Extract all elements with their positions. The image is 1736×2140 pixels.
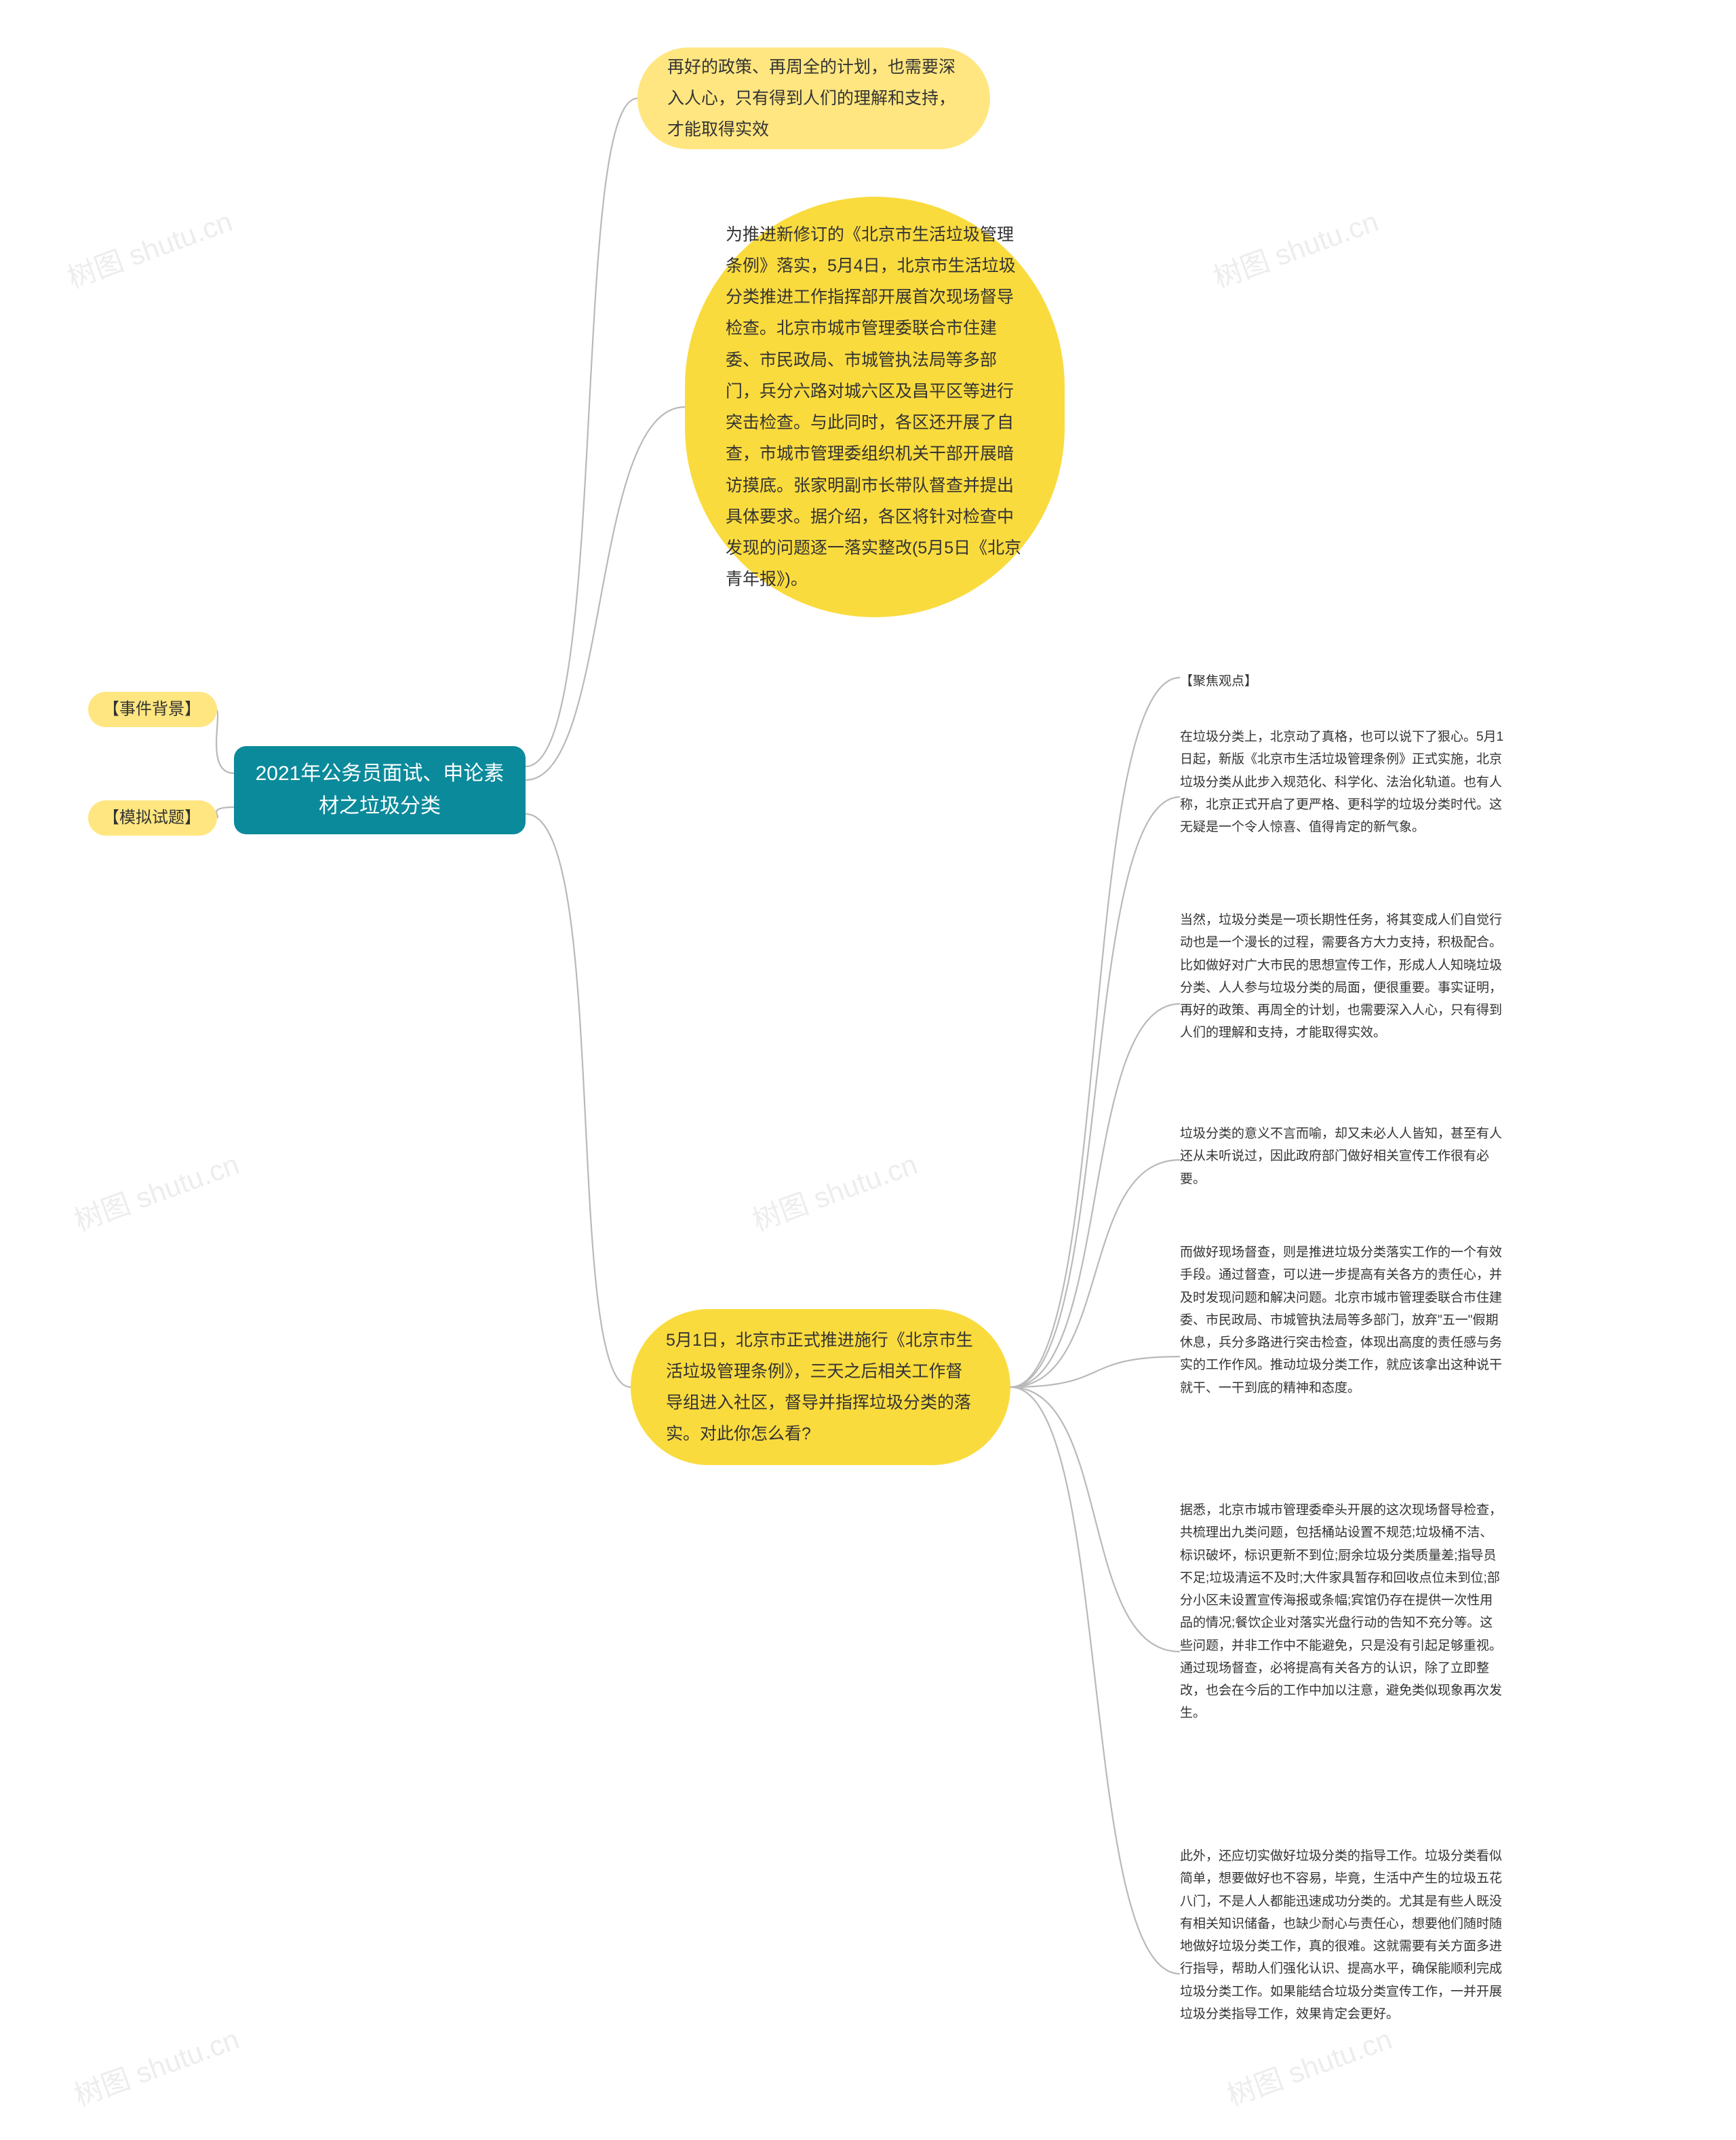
node-policy-deep-needed[interactable]: 再好的政策、再周全的计划，也需要深入人心，只有得到人们的理解和支持，才能取得实效 [637, 47, 990, 149]
edge-root-tagbg [216, 709, 234, 773]
watermark: 树图 shutu.cn [68, 2017, 244, 2114]
watermark: 树图 shutu.cn [1221, 2017, 1397, 2114]
leaf-paragraph-4: 而做好现场督查，则是推进垃圾分类落实工作的一个有效手段。通过督查，可以进一步提高… [1180, 1241, 1505, 1399]
tag-event-background[interactable]: 【事件背景】 [88, 692, 217, 727]
edge-r3-l3 [1010, 1160, 1180, 1387]
watermark: 树图 shutu.cn [1207, 199, 1383, 296]
edge-r3-l6 [1010, 1387, 1180, 1974]
edge-root-r3 [526, 814, 631, 1387]
node-question-text[interactable]: 5月1日，北京市正式推进施行《北京市生活垃圾管理条例》，三天之后相关工作督导组进… [631, 1309, 1010, 1465]
edge-root-r1 [526, 98, 637, 766]
edge-r3-l0 [1010, 678, 1180, 1387]
node-event-detail[interactable]: 为推进新修订的《北京市生活垃圾管理条例》落实，5月4日，北京市生活垃圾分类推进工… [685, 197, 1065, 617]
leaf-paragraph-3: 垃圾分类的意义不言而喻，却又未必人人皆知，甚至有人还从未听说过，因此政府部门做好… [1180, 1123, 1505, 1190]
leaf-paragraph-2: 当然，垃圾分类是一项长期性任务，将其变成人们自觉行动也是一个漫长的过程，需要各方… [1180, 909, 1505, 1045]
edge-r3-l2 [1010, 1004, 1180, 1387]
leaf-paragraph-5: 据悉，北京市城市管理委牵头开展的这次现场督导检查，共梳理出九类问题，包括桶站设置… [1180, 1499, 1505, 1725]
watermark: 树图 shutu.cn [61, 199, 237, 296]
edge-root-tagq [216, 807, 234, 818]
watermark: 树图 shutu.cn [68, 1142, 244, 1239]
edge-r3-l5 [1010, 1387, 1180, 1652]
leaf-paragraph-1: 在垃圾分类上，北京动了真格，也可以说下了狠心。5月1日起，新版《北京市生活垃圾管… [1180, 726, 1505, 838]
leaf-paragraph-6: 此外，还应切实做好垃圾分类的指导工作。垃圾分类看似简单，想要做好也不容易，毕竟，… [1180, 1845, 1505, 2025]
edge-root-r2 [526, 407, 685, 780]
watermark: 树图 shutu.cn [746, 1142, 922, 1239]
edge-r3-l4 [1010, 1357, 1180, 1387]
edge-r3-l1 [1010, 797, 1180, 1387]
root-node[interactable]: 2021年公务员面试、申论素材之垃圾分类 [234, 746, 526, 834]
tag-mock-question[interactable]: 【模拟试题】 [88, 800, 217, 836]
leaf-focus-title: 【聚焦观点】 [1180, 670, 1505, 693]
